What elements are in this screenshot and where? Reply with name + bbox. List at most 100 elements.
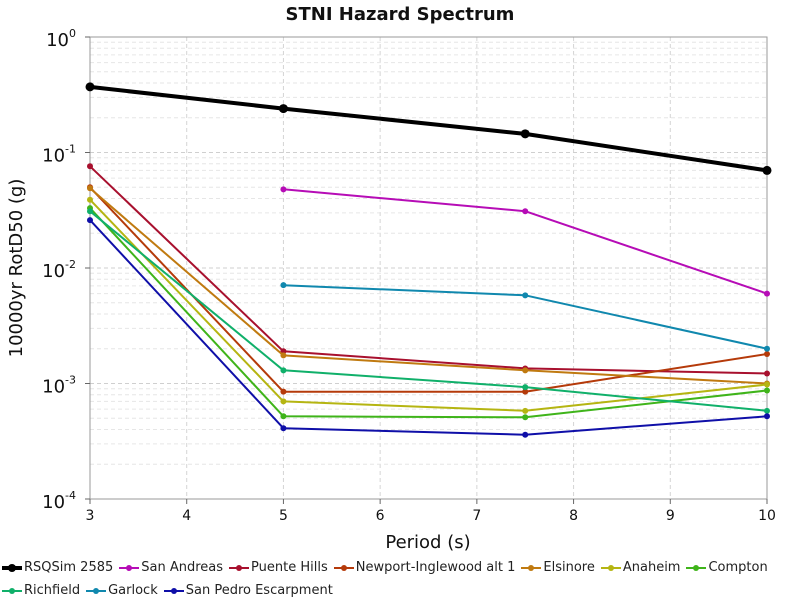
series-anaheim — [87, 196, 770, 414]
legend-label: Compton — [708, 560, 768, 575]
legend-item: Compton — [686, 560, 768, 575]
x-tick-label: 7 — [472, 508, 481, 524]
legend-item: San Pedro Escarpment — [163, 583, 333, 598]
data-point — [280, 282, 287, 289]
data-point — [522, 431, 529, 438]
series-line — [89, 210, 768, 412]
x-axis-ticks: 3 4 5 6 7 8 9 10 — [86, 499, 776, 524]
series-richfield — [87, 208, 770, 414]
legend-label: Richfield — [24, 583, 81, 598]
series-compton — [87, 205, 770, 421]
data-point — [764, 381, 770, 388]
data-point — [87, 163, 93, 170]
data-point — [522, 388, 529, 395]
x-tick-label: 9 — [666, 508, 675, 524]
legend-label: Elsinore — [543, 560, 595, 575]
legend-swatch — [2, 586, 22, 596]
data-point — [522, 292, 529, 299]
data-point — [764, 370, 770, 377]
legend-item: San Andreas — [119, 560, 223, 575]
y-tick-label: 10-4 — [42, 489, 76, 513]
x-axis-label: Period (s) — [385, 532, 470, 553]
legend-row: Richfield Garlock San Pedro Escarpment — [2, 579, 798, 602]
legend-swatch — [2, 563, 22, 573]
data-point — [522, 414, 529, 421]
series-garlock — [280, 282, 770, 352]
series-line — [89, 219, 768, 436]
legend-swatch — [600, 563, 621, 573]
legend-label: Garlock — [108, 583, 158, 598]
series-rsqsim-2585 — [85, 82, 772, 175]
data-point — [764, 387, 770, 394]
legend-row: RSQSim 2585 San Andreas Puente Hills Newpor… — [2, 556, 798, 579]
x-tick-label: 4 — [182, 508, 191, 524]
data-point — [280, 398, 287, 405]
data-point — [280, 367, 287, 374]
y-tick-label: 100 — [46, 27, 76, 51]
data-point — [764, 407, 770, 414]
legend-swatch — [333, 563, 354, 573]
legend-swatch — [686, 563, 707, 573]
series-san-andreas — [280, 186, 770, 297]
legend-swatch — [119, 563, 140, 573]
legend-item: RSQSim 2585 — [2, 560, 113, 575]
series-line — [89, 187, 768, 385]
legend-label: Anaheim — [622, 560, 681, 575]
series-line — [89, 84, 768, 173]
legend-label: RSQSim 2585 — [24, 560, 114, 575]
data-point — [764, 413, 770, 420]
data-point — [522, 208, 529, 215]
hazard-spectrum-chart: STNI Hazard Spectrum 3 4 5 6 7 8 9 10 10-410-31… — [6, 4, 776, 553]
data-point — [280, 186, 287, 193]
series-line — [283, 188, 768, 295]
legend-label: Puente Hills — [251, 560, 328, 575]
legend-label: Newport-Inglewood alt 1 — [355, 560, 516, 575]
data-point — [87, 208, 93, 215]
legend-label: San Andreas — [141, 560, 224, 575]
data-point — [522, 384, 529, 391]
series-puente-hills — [87, 163, 770, 377]
data-point — [87, 196, 93, 203]
data-point — [87, 217, 93, 224]
y-tick-label: 10-2 — [42, 258, 76, 282]
legend-item: Elsinore — [521, 560, 595, 575]
data-point — [764, 345, 770, 352]
x-tick-label: 5 — [279, 508, 288, 524]
y-tick-label: 10-3 — [42, 374, 76, 398]
legend-swatch — [521, 563, 542, 573]
grid-lines — [89, 37, 768, 500]
data-point — [762, 165, 772, 175]
legend-item: Richfield — [2, 583, 80, 598]
data-point — [85, 82, 95, 92]
data-point — [280, 352, 287, 359]
y-axis-label: 10000yr RotD50 (g) — [6, 179, 27, 358]
series-line — [89, 165, 768, 375]
x-tick-label: 6 — [376, 508, 385, 524]
series-group — [85, 82, 772, 438]
legend-swatch — [163, 586, 184, 596]
data-point — [764, 351, 770, 358]
series-newport-inglewood-alt-1 — [87, 184, 770, 395]
series-line — [89, 199, 768, 412]
y-tick-label: 10-1 — [42, 143, 76, 167]
data-point — [520, 129, 530, 139]
legend-swatch — [229, 563, 250, 573]
series-line — [89, 207, 768, 419]
legend-item: Anaheim — [600, 560, 681, 575]
data-point — [280, 388, 287, 395]
legend-item: Puente Hills — [229, 560, 328, 575]
legend-label: San Pedro Escarpment — [185, 583, 333, 598]
chart-title: STNI Hazard Spectrum — [286, 4, 515, 25]
legend-item: Garlock — [86, 583, 158, 598]
data-point — [522, 367, 529, 374]
x-tick-label: 3 — [86, 508, 95, 524]
legend-swatch — [86, 586, 107, 596]
data-point — [522, 407, 529, 414]
series-san-pedro-escarpment — [87, 217, 770, 438]
legend-item: Newport-Inglewood alt 1 — [333, 560, 516, 575]
chart-legend: RSQSim 2585 San Andreas Puente Hills Newpor… — [2, 556, 798, 602]
data-point — [278, 104, 288, 114]
y-axis-ticks: 10-4 10-3 10-2 10-1 100 — [42, 27, 90, 513]
data-point — [280, 348, 287, 355]
data-point — [764, 290, 770, 297]
